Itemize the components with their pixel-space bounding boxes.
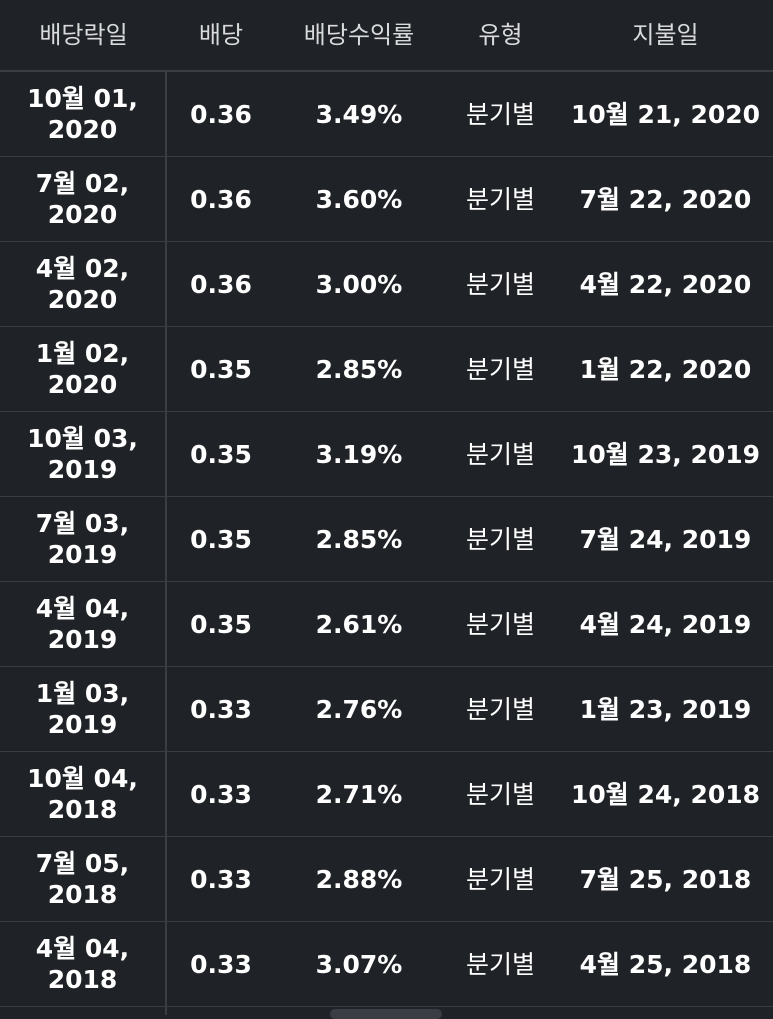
ex-date-cell (0, 1007, 167, 1015)
table-row[interactable]: 7월 02, 2020 0.36 3.60% 분기별 7월 22, 2020 (0, 157, 773, 242)
yield-cell: 2.88% (315, 864, 403, 894)
ex-date-cell: 1월 02, 2020 (0, 327, 167, 411)
ex-date-text: 10월 01, 2020 (27, 84, 138, 144)
table-row[interactable]: 1월 02, 2020 0.35 2.85% 분기별 1월 22, 2020 (0, 327, 773, 412)
ex-date-cell: 10월 03, 2019 (0, 412, 167, 496)
table-body: 10월 01, 2020 0.36 3.49% 분기별 10월 21, 2020 7월 0… (0, 72, 773, 1007)
yield-cell: 2.76% (315, 694, 403, 724)
ex-date-cell: 7월 03, 2019 (0, 497, 167, 581)
table-row[interactable]: 7월 05, 2018 0.33 2.88% 분기별 7월 25, 2018 (0, 837, 773, 922)
ex-date-cell: 10월 04, 2018 (0, 752, 167, 836)
yield-cell: 3.19% (315, 439, 403, 469)
table-row[interactable]: 10월 04, 2018 0.33 2.71% 분기별 10월 24, 2018 (0, 752, 773, 837)
table-row-partial (0, 1007, 773, 1015)
dividend-cell: 0.35 (190, 354, 252, 384)
dividend-cell: 0.36 (190, 269, 252, 299)
ex-date-cell: 4월 04, 2018 (0, 922, 167, 1006)
pay-date-cell: 1월 22, 2020 (579, 354, 752, 384)
yield-cell: 2.71% (315, 779, 403, 809)
type-cell: 분기별 (465, 269, 535, 299)
yield-cell: 3.60% (315, 184, 403, 214)
ex-date-text: 7월 03, 2019 (35, 509, 130, 569)
type-cell: 분기별 (465, 609, 535, 639)
ex-date-text: 4월 04, 2018 (35, 934, 130, 994)
ex-date-text: 1월 03, 2019 (35, 679, 130, 739)
type-cell: 분기별 (465, 354, 535, 384)
dividend-cell: 0.35 (190, 524, 252, 554)
ex-date-text: 4월 02, 2020 (35, 254, 130, 314)
header-dividend[interactable]: 배당 (198, 20, 244, 49)
pay-date-cell: 7월 22, 2020 (579, 184, 752, 214)
table-row[interactable]: 4월 04, 2019 0.35 2.61% 분기별 4월 24, 2019 (0, 582, 773, 667)
pay-date-cell: 4월 24, 2019 (579, 609, 752, 639)
pay-date-cell: 4월 25, 2018 (579, 949, 752, 979)
ex-date-text: 10월 04, 2018 (27, 764, 138, 824)
dividend-cell: 0.36 (190, 99, 252, 129)
header-pay-date[interactable]: 지불일 (632, 20, 699, 49)
ex-date-text: 1월 02, 2020 (35, 339, 130, 399)
table-row[interactable]: 4월 02, 2020 0.36 3.00% 분기별 4월 22, 2020 (0, 242, 773, 327)
type-cell: 분기별 (465, 864, 535, 894)
ex-date-cell: 7월 05, 2018 (0, 837, 167, 921)
yield-cell: 2.61% (315, 609, 403, 639)
ex-date-cell: 4월 02, 2020 (0, 242, 167, 326)
ex-date-cell: 10월 01, 2020 (0, 72, 167, 156)
table-row[interactable]: 7월 03, 2019 0.35 2.85% 분기별 7월 24, 2019 (0, 497, 773, 582)
ex-date-cell: 1월 03, 2019 (0, 667, 167, 751)
ex-date-text: 7월 05, 2018 (35, 849, 130, 909)
type-cell: 분기별 (465, 184, 535, 214)
pay-date-cell: 10월 24, 2018 (570, 779, 761, 809)
table-row[interactable]: 10월 01, 2020 0.36 3.49% 분기별 10월 21, 2020 (0, 72, 773, 157)
ex-date-cell: 7월 02, 2020 (0, 157, 167, 241)
ex-date-text: 4월 04, 2019 (35, 594, 130, 654)
dividend-cell: 0.33 (190, 694, 252, 724)
type-cell: 분기별 (465, 439, 535, 469)
ex-date-cell: 4월 04, 2019 (0, 582, 167, 666)
pay-date-cell: 10월 23, 2019 (570, 439, 761, 469)
yield-cell: 3.49% (315, 99, 403, 129)
header-yield[interactable]: 배당수익률 (303, 20, 415, 49)
pay-date-cell: 7월 25, 2018 (579, 864, 752, 894)
yield-cell: 3.00% (315, 269, 403, 299)
type-cell: 분기별 (465, 779, 535, 809)
type-cell: 분기별 (465, 524, 535, 554)
table-header: 배당락일 배당 배당수익률 유형 지불일 (0, 0, 773, 72)
header-type[interactable]: 유형 (478, 20, 523, 49)
dividend-cell: 0.36 (190, 184, 252, 214)
type-cell: 분기별 (465, 694, 535, 724)
dividend-cell: 0.33 (190, 864, 252, 894)
pay-date-cell: 10월 21, 2020 (570, 99, 761, 129)
dividend-cell: 0.33 (190, 779, 252, 809)
yield-cell: 3.07% (315, 949, 403, 979)
ex-date-text: 7월 02, 2020 (35, 169, 130, 229)
yield-cell: 2.85% (315, 524, 403, 554)
dividend-cell: 0.35 (190, 439, 252, 469)
table-row[interactable]: 10월 03, 2019 0.35 3.19% 분기별 10월 23, 2019 (0, 412, 773, 497)
pay-date-cell: 4월 22, 2020 (579, 269, 752, 299)
type-cell: 분기별 (465, 949, 535, 979)
pay-date-cell: 7월 24, 2019 (579, 524, 752, 554)
table-row[interactable]: 1월 03, 2019 0.33 2.76% 분기별 1월 23, 2019 (0, 667, 773, 752)
dividend-cell: 0.33 (190, 949, 252, 979)
type-cell: 분기별 (465, 99, 535, 129)
scroll-indicator[interactable] (330, 1009, 442, 1019)
dividend-cell: 0.35 (190, 609, 252, 639)
pay-date-cell: 1월 23, 2019 (579, 694, 752, 724)
table-row[interactable]: 4월 04, 2018 0.33 3.07% 분기별 4월 25, 2018 (0, 922, 773, 1007)
ex-date-text: 10월 03, 2019 (27, 424, 138, 484)
header-ex-date[interactable]: 배당락일 (39, 20, 128, 49)
yield-cell: 2.85% (315, 354, 403, 384)
